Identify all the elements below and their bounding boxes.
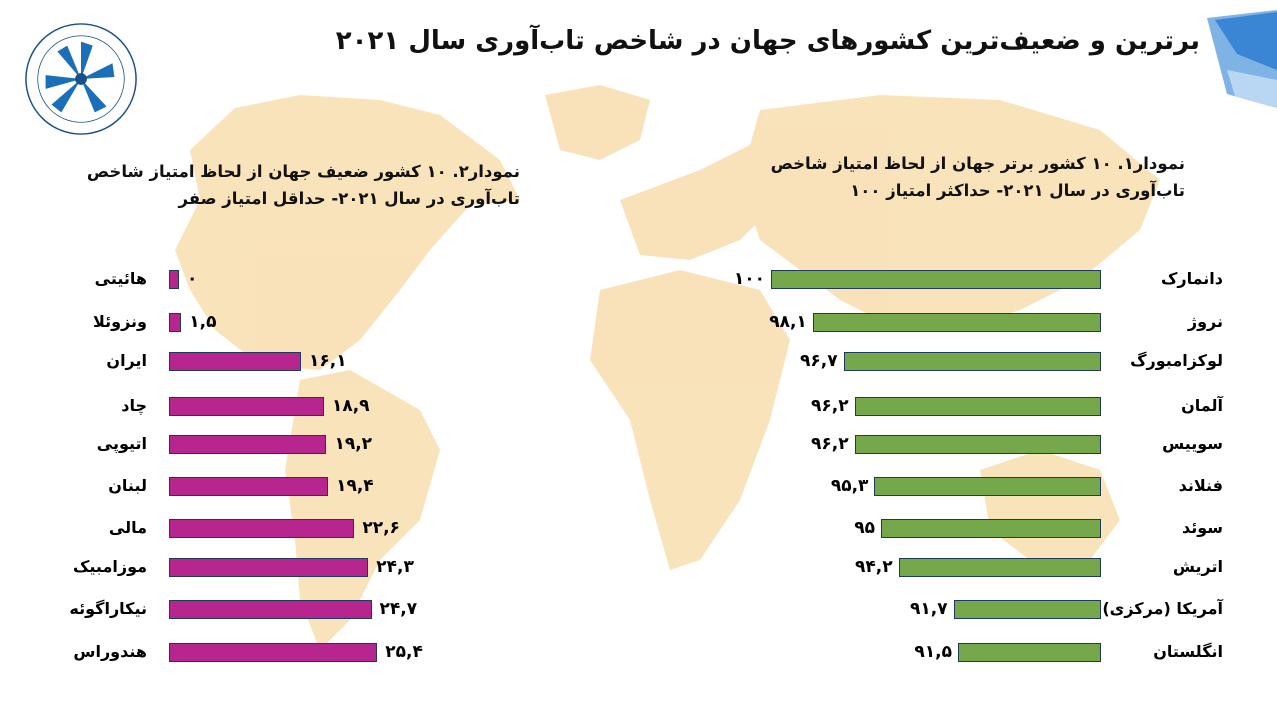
top-bar xyxy=(953,600,1101,619)
top-category-label: سوییس xyxy=(1162,434,1223,453)
top-bar xyxy=(898,558,1101,577)
bottom-category-label: چاد xyxy=(121,396,147,415)
bottom-bar xyxy=(169,477,329,496)
top-bar xyxy=(854,435,1101,454)
top-category-label: نروژ xyxy=(1187,312,1223,331)
bottom-category-label: لبنان xyxy=(108,476,147,495)
bottom-bar xyxy=(169,643,378,662)
bottom-category-label: اتیوپی xyxy=(96,434,147,453)
bottom-chart-subtitle: تاب‌آوری در سال ۲۰۲۱- حداقل امتیاز صفر xyxy=(178,189,520,208)
top-value-label: ۱۰۰ xyxy=(733,269,765,289)
top-bar xyxy=(854,397,1101,416)
top-category-label: فنلاند xyxy=(1178,476,1223,495)
bottom-category-label: هائیتی xyxy=(94,269,147,288)
top-value-label: ۹۱,۷ xyxy=(910,599,948,619)
top-value-label: ۹۱,۵ xyxy=(914,642,952,662)
bottom-chart-heading: نمودار۲. ۱۰ کشور ضعیف جهان از لحاظ امتیا… xyxy=(80,158,520,212)
bottom-category-label: ایران xyxy=(106,351,147,370)
top-bar xyxy=(958,643,1101,662)
top-category-label: لوکزامبورگ xyxy=(1130,351,1223,370)
top-chart-title: نمودار۱. ۱۰ کشور برتر جهان از لحاظ امتیا… xyxy=(770,154,1185,173)
bottom-chart-title: نمودار۲. ۱۰ کشور ضعیف جهان از لحاظ امتیا… xyxy=(86,162,520,181)
bottom-bar xyxy=(169,352,302,371)
bottom-value-label: ۲۲,۶ xyxy=(362,518,400,538)
bottom-category-label: موزامبیک xyxy=(73,557,147,576)
bottom-category-label: مالی xyxy=(108,518,147,537)
bottom-bar xyxy=(169,270,179,289)
bottom-bar xyxy=(169,397,324,416)
top-chart-heading: نمودار۱. ۱۰ کشور برتر جهان از لحاظ امتیا… xyxy=(735,150,1185,204)
bottom-bar xyxy=(169,519,355,538)
bottom-value-label: ۱۶,۱ xyxy=(309,351,347,371)
bottom-value-label: ۰ xyxy=(187,269,198,289)
tehran-chamber-logo xyxy=(25,23,137,135)
bottom-category-label: هندوراس xyxy=(73,642,147,661)
top-value-label: ۹۵,۳ xyxy=(830,476,869,496)
top-value-label: ۹۵ xyxy=(854,518,875,538)
bottom-value-label: ۱,۵ xyxy=(189,312,217,332)
bottom-value-label: ۱۸,۹ xyxy=(331,396,370,416)
top-bar xyxy=(843,352,1101,371)
top-category-label: سوئد xyxy=(1181,518,1223,537)
top-chart-subtitle: تاب‌آوری در سال ۲۰۲۱- حداکثر امتیاز ۱۰۰ xyxy=(850,181,1185,200)
page-title: برترین و ضعیف‌ترین کشورهای جهان در شاخص … xyxy=(335,26,1200,56)
bottom-bar xyxy=(169,313,182,332)
bottom-value-label: ۱۹,۲ xyxy=(334,434,373,454)
top-category-label: آمریکا (مرکزی) xyxy=(1102,599,1223,618)
bottom-value-label: ۲۵,۴ xyxy=(385,642,423,662)
bottom-value-label: ۲۴,۳ xyxy=(376,557,414,577)
top-value-label: ۹۶,۷ xyxy=(800,351,838,371)
top-bar xyxy=(874,477,1101,496)
bottom-value-label: ۱۹,۴ xyxy=(336,476,374,496)
bottom-bar xyxy=(169,435,327,454)
top-category-label: اتریش xyxy=(1172,557,1223,576)
top-bar xyxy=(771,270,1101,289)
bottom-category-label: نیکاراگوئه xyxy=(69,599,147,618)
top-bar xyxy=(881,519,1101,538)
top-value-label: ۹۶,۲ xyxy=(811,396,849,416)
top-bar xyxy=(812,313,1101,332)
bottom-bar xyxy=(169,558,369,577)
bottom-category-label: ونزوئلا xyxy=(92,312,147,331)
top-value-label: ۹۴,۲ xyxy=(855,557,893,577)
blue-ribbon-corner xyxy=(1207,10,1277,108)
top-category-label: دانمارک xyxy=(1160,269,1223,288)
top-category-label: آلمان xyxy=(1181,396,1223,415)
top-value-label: ۹۶,۲ xyxy=(811,434,849,454)
top-value-label: ۹۸,۱ xyxy=(769,312,807,332)
bottom-value-label: ۲۴,۷ xyxy=(379,599,418,619)
bottom-bar xyxy=(169,600,372,619)
top-category-label: انگلستان xyxy=(1153,642,1223,661)
